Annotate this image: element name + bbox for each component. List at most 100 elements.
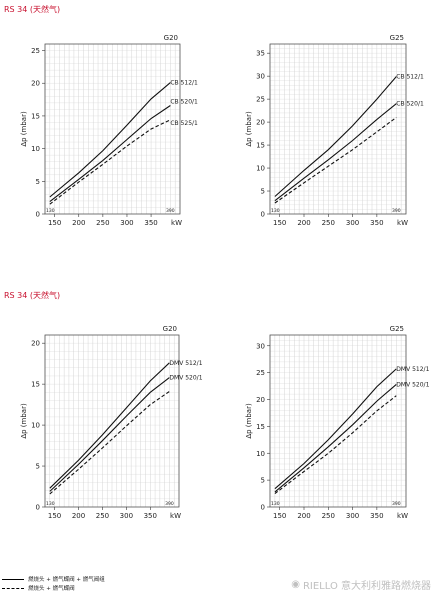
range-marker-max: 390 — [392, 501, 401, 507]
series-line-0 — [274, 76, 397, 197]
y-tick-label: 0 — [36, 211, 40, 219]
y-tick-label: 30 — [256, 73, 265, 81]
series-label-1: CB 520/1 — [170, 98, 198, 105]
range-marker-min: 130 — [46, 208, 55, 214]
series-line-2 — [49, 391, 170, 495]
x-axis-label: kW — [170, 512, 181, 520]
series-line-1 — [49, 105, 171, 203]
x-axis-label: kW — [397, 219, 408, 227]
chart-title: G25 — [390, 325, 404, 333]
y-tick-label: 15 — [31, 381, 40, 389]
series-label-1: DMV 520/1 — [396, 381, 429, 388]
range-marker-max: 390 — [392, 208, 401, 214]
x-tick-label: 150 — [273, 512, 286, 520]
chart-title: G20 — [164, 34, 178, 42]
y-tick-label: 0 — [261, 504, 265, 512]
series-label-0: DMV 512/1 — [396, 366, 429, 373]
x-tick-label: 200 — [297, 512, 310, 520]
section-title-top: RS 34 (天然气) — [4, 5, 61, 14]
x-tick-label: 300 — [346, 512, 359, 520]
x-tick-label: 150 — [273, 219, 286, 227]
y-tick-label: 0 — [261, 211, 265, 219]
series-line-0 — [49, 82, 171, 198]
y-tick-label: 10 — [31, 422, 40, 430]
range-marker-min: 130 — [46, 501, 55, 507]
x-axis-label: kW — [171, 219, 182, 227]
plot-frame — [44, 334, 180, 508]
y-tick-label: 15 — [256, 142, 265, 150]
y-tick-label: 30 — [256, 342, 265, 350]
x-tick-label: 200 — [297, 219, 310, 227]
chart-title: G20 — [163, 325, 177, 333]
y-axis-label: Δp (mbar) — [245, 111, 253, 147]
y-tick-label: 20 — [256, 396, 265, 404]
legend-solid-line-swatch — [2, 578, 24, 580]
legend-label-solid: 燃烧头 + 燃气蝶阀 + 燃气阀组 — [28, 577, 105, 583]
y-tick-label: 35 — [256, 50, 265, 58]
watermark: ◉ RIELLO 意大利利雅路燃烧器 — [291, 577, 431, 592]
plot-frame — [269, 43, 407, 215]
x-tick-label: 150 — [48, 219, 61, 227]
series-line-0 — [49, 362, 170, 489]
series-label-1: DMV 520/1 — [169, 375, 202, 382]
y-tick-label: 20 — [31, 340, 40, 348]
x-tick-label: 250 — [322, 512, 335, 520]
y-tick-label: 10 — [31, 145, 40, 153]
y-tick-label: 15 — [31, 112, 40, 120]
x-tick-label: 350 — [144, 512, 157, 520]
watermark-text: RIELLO 意大利利雅路燃烧器 — [302, 581, 431, 592]
y-tick-label: 5 — [261, 477, 265, 485]
series-line-2 — [49, 119, 171, 205]
wechat-icon: ◉ — [291, 579, 300, 590]
y-tick-label: 25 — [256, 96, 265, 104]
series-line-0 — [274, 368, 397, 490]
y-tick-label: 10 — [256, 450, 265, 458]
series-label-1: CB 520/1 — [396, 101, 424, 108]
y-tick-label: 5 — [36, 178, 40, 186]
y-axis-label: Δp (mbar) — [20, 403, 28, 439]
x-tick-label: 250 — [96, 512, 109, 520]
series-line-2 — [274, 117, 397, 204]
y-tick-label: 25 — [31, 47, 40, 55]
x-tick-label: 200 — [72, 512, 85, 520]
series-label-0: CB 512/1 — [396, 74, 424, 81]
range-marker-min: 130 — [271, 501, 280, 507]
y-tick-label: 25 — [256, 369, 265, 377]
range-marker-max: 390 — [166, 208, 175, 214]
section-title-bottom: RS 34 (天然气) — [4, 291, 61, 300]
y-tick-label: 15 — [256, 423, 265, 431]
series-label-2: CB 525/1 — [170, 120, 198, 127]
x-tick-label: 300 — [346, 219, 359, 227]
x-tick-label: 200 — [72, 219, 85, 227]
range-marker-max: 390 — [165, 501, 174, 507]
y-tick-label: 20 — [256, 119, 265, 127]
legend-item-dashed: 燃烧头 + 燃气蝶阀 — [2, 584, 75, 592]
series-line-1 — [49, 377, 170, 492]
x-tick-label: 350 — [370, 219, 383, 227]
y-tick-label: 10 — [256, 165, 265, 173]
x-tick-label: 350 — [370, 512, 383, 520]
x-axis-label: kW — [397, 512, 408, 520]
y-tick-label: 20 — [31, 80, 40, 88]
y-axis-label: Δp (mbar) — [20, 111, 28, 147]
x-tick-label: 150 — [48, 512, 61, 520]
legend-dashed-line-swatch — [2, 587, 24, 589]
x-tick-label: 300 — [120, 512, 133, 520]
x-tick-label: 300 — [120, 219, 133, 227]
y-tick-label: 0 — [36, 504, 40, 512]
legend-item-solid: 燃烧头 + 燃气蝶阀 + 燃气阀组 — [2, 575, 105, 583]
x-tick-label: 250 — [322, 219, 335, 227]
series-label-0: CB 512/1 — [170, 80, 198, 87]
x-tick-label: 250 — [96, 219, 109, 227]
y-axis-label: Δp (mbar) — [245, 403, 253, 439]
legend-label-dashed: 燃烧头 + 燃气蝶阀 — [28, 586, 75, 592]
y-tick-label: 5 — [261, 188, 265, 196]
plot-frame — [44, 43, 181, 215]
x-tick-label: 350 — [144, 219, 157, 227]
range-marker-min: 130 — [271, 208, 280, 214]
series-line-2 — [274, 395, 397, 495]
series-label-0: DMV 512/1 — [169, 360, 202, 367]
series-line-1 — [274, 383, 397, 493]
plot-frame — [269, 334, 407, 508]
